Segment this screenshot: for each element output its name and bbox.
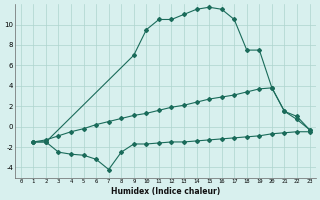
X-axis label: Humidex (Indice chaleur): Humidex (Indice chaleur) — [111, 187, 220, 196]
